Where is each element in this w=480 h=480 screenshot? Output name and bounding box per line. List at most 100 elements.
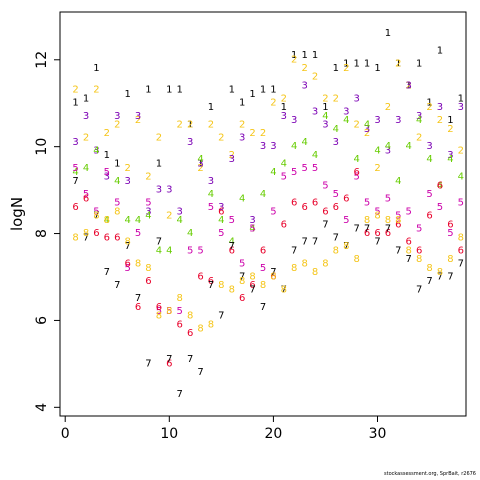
- data-point-age-6: 6: [458, 245, 464, 256]
- data-point-age-5: 5: [93, 206, 99, 217]
- data-point-age-2: 2: [343, 63, 349, 74]
- data-point-age-3: 3: [229, 154, 235, 165]
- data-point-age-3: 3: [208, 176, 214, 187]
- data-point-age-5: 5: [406, 206, 412, 217]
- data-point-age-2: 2: [135, 115, 141, 126]
- data-point-age-2: 2: [458, 146, 464, 157]
- data-point-age-2: 2: [301, 63, 307, 74]
- data-point-age-1: 1: [229, 85, 235, 96]
- data-point-age-8: 8: [395, 215, 401, 226]
- data-point-age-8: 8: [104, 215, 110, 226]
- data-point-age-6: 6: [385, 228, 391, 239]
- data-point-age-4: 4: [291, 141, 297, 152]
- data-point-age-5: 5: [124, 263, 130, 274]
- data-point-age-2: 2: [333, 93, 339, 104]
- data-point-age-7: 7: [374, 237, 380, 248]
- data-point-age-2: 2: [72, 85, 78, 96]
- data-point-age-7: 7: [416, 285, 422, 296]
- data-point-age-6: 6: [229, 245, 235, 256]
- data-point-age-3: 3: [447, 150, 453, 161]
- data-point-age-8: 8: [197, 324, 203, 335]
- data-point-age-4: 4: [104, 215, 110, 226]
- data-point-age-8: 8: [260, 280, 266, 291]
- data-point-age-2: 2: [406, 80, 412, 91]
- data-point-age-5: 5: [343, 215, 349, 226]
- data-point-age-7: 7: [385, 224, 391, 235]
- data-point-age-7: 7: [458, 258, 464, 269]
- data-point-age-8: 8: [426, 263, 432, 274]
- data-point-age-3: 3: [426, 141, 432, 152]
- data-point-age-2: 2: [156, 132, 162, 143]
- data-point-age-2: 2: [385, 102, 391, 113]
- data-point-age-3: 3: [104, 172, 110, 183]
- data-point-age-5: 5: [260, 263, 266, 274]
- data-point-age-4: 4: [385, 141, 391, 152]
- data-point-age-7: 7: [291, 245, 297, 256]
- data-point-age-6: 6: [322, 206, 328, 217]
- data-point-age-6: 6: [406, 237, 412, 248]
- data-point-age-6: 6: [333, 202, 339, 213]
- data-point-age-8: 8: [333, 245, 339, 256]
- data-point-age-1: 1: [343, 59, 349, 70]
- data-point-age-4: 4: [135, 215, 141, 226]
- data-point-age-8: 8: [229, 285, 235, 296]
- data-point-age-4: 4: [124, 215, 130, 226]
- data-point-age-3: 3: [364, 124, 370, 135]
- data-point-age-6: 6: [208, 276, 214, 287]
- data-point-age-3: 3: [187, 137, 193, 148]
- data-point-age-6: 6: [260, 245, 266, 256]
- data-point-age-1: 1: [187, 119, 193, 130]
- data-point-age-3: 3: [395, 115, 401, 126]
- data-point-age-2: 2: [177, 119, 183, 130]
- data-point-age-8: 8: [239, 276, 245, 287]
- data-point-age-7: 7: [301, 237, 307, 248]
- data-point-age-4: 4: [395, 176, 401, 187]
- data-point-age-6: 6: [83, 193, 89, 204]
- data-point-age-8: 8: [301, 258, 307, 269]
- data-point-age-5: 5: [197, 245, 203, 256]
- data-point-age-2: 2: [187, 119, 193, 130]
- x-tick-label: 10: [160, 426, 178, 442]
- data-point-age-5: 5: [177, 306, 183, 317]
- data-point-age-5: 5: [301, 163, 307, 174]
- x-axis: 0 10 20 30: [61, 416, 386, 442]
- data-point-age-2: 2: [437, 115, 443, 126]
- data-point-age-7: 7: [114, 280, 120, 291]
- data-point-age-7: 7: [187, 354, 193, 365]
- data-point-age-8: 8: [281, 285, 287, 296]
- data-point-age-3: 3: [145, 206, 151, 217]
- data-point-age-7: 7: [218, 311, 224, 322]
- data-point-age-6: 6: [312, 198, 318, 209]
- data-point-age-5: 5: [145, 198, 151, 209]
- data-point-age-5: 5: [166, 306, 172, 317]
- data-point-age-3: 3: [239, 132, 245, 143]
- data-point-age-7: 7: [395, 245, 401, 256]
- data-point-age-1: 1: [197, 159, 203, 170]
- data-point-age-3: 3: [72, 137, 78, 148]
- data-point-age-4: 4: [458, 172, 464, 183]
- data-point-age-4: 4: [208, 189, 214, 200]
- data-point-age-4: 4: [187, 228, 193, 239]
- y-tick-label: 8: [34, 229, 50, 238]
- data-point-age-5: 5: [374, 206, 380, 217]
- data-point-age-3: 3: [458, 102, 464, 113]
- data-point-age-7: 7: [104, 267, 110, 278]
- data-point-age-4: 4: [354, 154, 360, 165]
- data-point-age-4: 4: [249, 224, 255, 235]
- data-point-age-1: 1: [416, 59, 422, 70]
- data-point-age-8: 8: [364, 215, 370, 226]
- data-point-age-6: 6: [197, 271, 203, 282]
- data-point-age-2: 2: [114, 119, 120, 130]
- data-point-age-1: 1: [208, 102, 214, 113]
- x-tick-label: 0: [61, 426, 70, 442]
- data-point-age-6: 6: [364, 228, 370, 239]
- data-point-age-2: 2: [197, 163, 203, 174]
- data-point-age-6: 6: [437, 180, 443, 191]
- data-point-age-8: 8: [218, 280, 224, 291]
- data-point-age-7: 7: [197, 367, 203, 378]
- data-point-age-5: 5: [437, 202, 443, 213]
- data-point-age-3: 3: [135, 111, 141, 122]
- data-point-age-5: 5: [458, 198, 464, 209]
- data-point-age-1: 1: [156, 159, 162, 170]
